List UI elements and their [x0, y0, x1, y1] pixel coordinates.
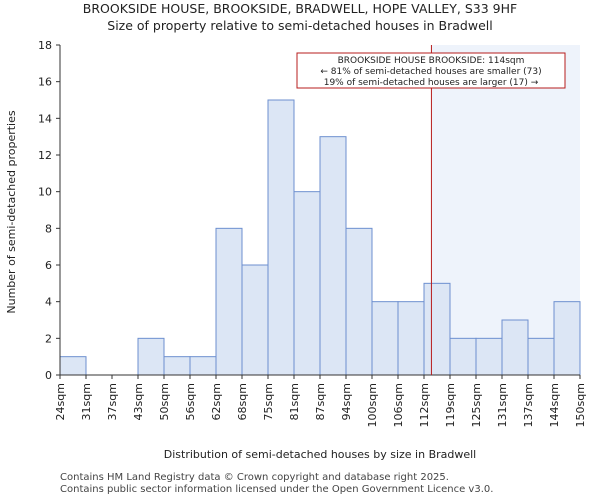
bar-137sqm [527, 337, 555, 376]
chart-subtitle: Size of property relative to semi-detach… [107, 18, 493, 33]
x-tick-label: 150sqm [574, 383, 587, 427]
bar-100sqm [371, 301, 399, 376]
bar-50sqm [163, 356, 191, 376]
y-tick-label: 16 [38, 76, 52, 89]
x-tick-label: 81sqm [288, 383, 301, 420]
y-tick-label: 4 [45, 296, 52, 309]
x-tick-label: 24sqm [54, 383, 67, 420]
bar-94sqm [345, 227, 373, 376]
y-tick-label: 14 [38, 112, 52, 125]
bar-119sqm [449, 337, 477, 376]
bar-87sqm [319, 136, 347, 376]
bar-68sqm [241, 264, 269, 376]
x-tick-label: 50sqm [158, 383, 171, 420]
x-tick-label: 125sqm [470, 383, 483, 427]
y-tick-label: 8 [45, 222, 52, 235]
annotation-line-2: ← 81% of semi-detached houses are smalle… [320, 67, 541, 77]
y-tick-label: 6 [45, 259, 52, 272]
bar-144sqm [553, 301, 581, 376]
chart-title: BROOKSIDE HOUSE, BROOKSIDE, BRADWELL, HO… [82, 1, 518, 16]
annotation-box [296, 52, 566, 89]
x-tick-label: 56sqm [184, 383, 197, 420]
x-tick-label: 106sqm [392, 383, 405, 427]
y-tick-label: 0 [45, 369, 52, 382]
bar-125sqm [475, 337, 503, 376]
x-tick-label: 75sqm [262, 383, 275, 420]
x-tick-label: 62sqm [210, 383, 223, 420]
annotation-line-1: BROOKSIDE HOUSE BROOKSIDE: 114sqm [338, 56, 525, 66]
x-tick-label: 37sqm [106, 383, 119, 420]
y-tick-label: 10 [38, 186, 52, 199]
bar-43sqm [137, 337, 165, 376]
footer-line-1: Contains HM Land Registry data © Crown c… [60, 472, 449, 483]
bar-24sqm [59, 356, 87, 376]
x-tick-label: 119sqm [444, 383, 457, 427]
y-tick-label: 18 [38, 39, 52, 52]
bar-62sqm [215, 227, 243, 376]
bar-131sqm [501, 319, 529, 376]
x-tick-label: 31sqm [80, 383, 93, 420]
x-tick-label: 144sqm [548, 383, 561, 427]
bar-112sqm [423, 282, 451, 376]
x-tick-label: 87sqm [314, 383, 327, 420]
bar-106sqm [397, 301, 425, 376]
x-tick-label: 137sqm [522, 383, 535, 427]
y-axis-label: Number of semi-detached properties [5, 110, 18, 313]
bar-81sqm [293, 191, 321, 376]
x-tick-label: 131sqm [496, 383, 509, 427]
y-tick-label: 12 [38, 149, 52, 162]
annotation-line-3: 19% of semi-detached houses are larger (… [324, 78, 539, 88]
bar-75sqm [267, 99, 295, 376]
x-tick-label: 43sqm [132, 383, 145, 420]
x-tick-label: 112sqm [418, 383, 431, 427]
bar-56sqm [189, 356, 217, 376]
y-tick-label: 2 [45, 332, 52, 345]
x-tick-label: 68sqm [236, 383, 249, 420]
x-axis-label: Distribution of semi-detached houses by … [164, 448, 477, 461]
x-tick-label: 94sqm [340, 383, 353, 420]
footer-line-2: Contains public sector information licen… [60, 484, 494, 495]
x-tick-label: 100sqm [366, 383, 379, 427]
